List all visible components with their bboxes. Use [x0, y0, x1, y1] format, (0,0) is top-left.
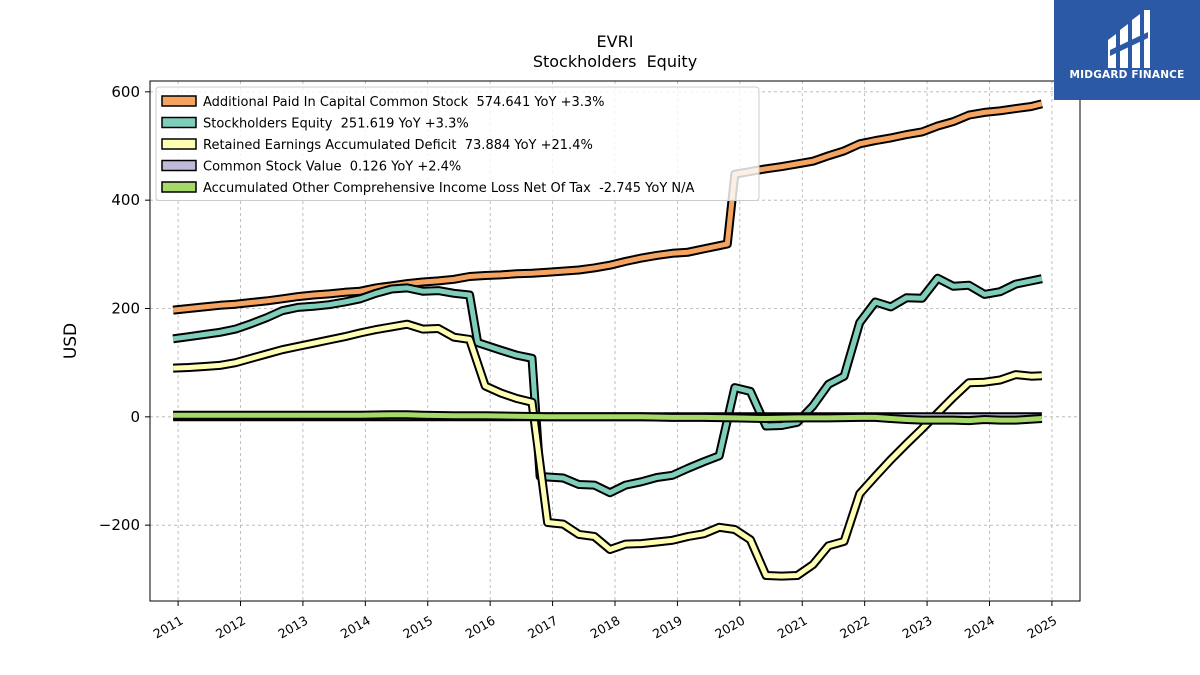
x-tick-label: 2012 [213, 613, 248, 642]
legend-swatch [161, 116, 197, 129]
y-tick-label: −200 [99, 516, 140, 534]
series-line [173, 321, 1043, 579]
y-tick-label: 0 [130, 408, 140, 426]
legend-entry: Stockholders Equity 251.619 YoY +3.3% [161, 116, 469, 132]
legend-entry: Additional Paid In Capital Common Stock … [161, 95, 605, 110]
midgard-logo-icon [1108, 10, 1150, 68]
legend-entry: Common Stock Value 0.126 YoY +2.4% [161, 159, 461, 175]
series-line-outline [172, 319, 1043, 581]
legend-swatch [161, 138, 197, 150]
x-tick-label: 2022 [837, 613, 872, 642]
legend-label: Common Stock Value 0.126 YoY +2.4% [203, 160, 461, 175]
x-tick-label: 2023 [900, 613, 935, 642]
x-tick-label: 2014 [338, 613, 373, 642]
x-tick-label: 2019 [650, 613, 685, 642]
legend-entry: Accumulated Other Comprehensive Income L… [161, 181, 694, 196]
y-axis-label: USD [61, 323, 81, 359]
x-tick-label: 2018 [587, 613, 622, 642]
legend-label: Retained Earnings Accumulated Deficit 73… [203, 138, 593, 153]
legend-label: Additional Paid In Capital Common Stock … [203, 95, 605, 110]
logo-text: MIDGARD FINANCE [1069, 69, 1185, 81]
x-tick-label: 2015 [400, 613, 435, 642]
series-2 [172, 319, 1043, 581]
series-lines [172, 99, 1044, 581]
y-tick-label: 600 [111, 83, 140, 101]
x-tick-label: 2013 [275, 613, 310, 642]
x-tick-label: 2011 [151, 613, 186, 642]
series-line-outline [172, 273, 1043, 498]
chart-title-block: EVRI Stockholders Equity [0, 32, 1200, 72]
series-1 [172, 273, 1043, 498]
x-tick-label: 2020 [712, 613, 747, 642]
legend: Additional Paid In Capital Common Stock … [155, 86, 760, 201]
midgard-finance-logo: MIDGARD FINANCE [1054, 0, 1200, 100]
series-line [172, 101, 1043, 313]
series-4 [173, 410, 1043, 426]
y-tick-label: 200 [111, 300, 140, 318]
x-tick-label: 2016 [463, 613, 498, 642]
legend-swatch [161, 181, 197, 193]
legend-label: Stockholders Equity 251.619 YoY +3.3% [203, 117, 469, 132]
legend-box [155, 86, 760, 201]
legend-entry: Retained Earnings Accumulated Deficit 73… [161, 138, 593, 153]
y-tick-label: 400 [111, 191, 140, 209]
x-tick-label: 2024 [962, 613, 997, 642]
series-line [172, 275, 1043, 496]
legend-swatch [161, 159, 197, 172]
chart-title: EVRI [596, 32, 634, 51]
x-tick-label: 2017 [525, 613, 560, 642]
chart-subtitle: Stockholders Equity [532, 52, 698, 71]
legend-swatch [161, 95, 197, 107]
x-tick-label: 2025 [1024, 613, 1059, 642]
series-line [173, 412, 1043, 424]
legend-label: Accumulated Other Comprehensive Income L… [203, 181, 694, 196]
series-0 [172, 99, 1044, 315]
x-tick-label: 2021 [775, 613, 810, 642]
